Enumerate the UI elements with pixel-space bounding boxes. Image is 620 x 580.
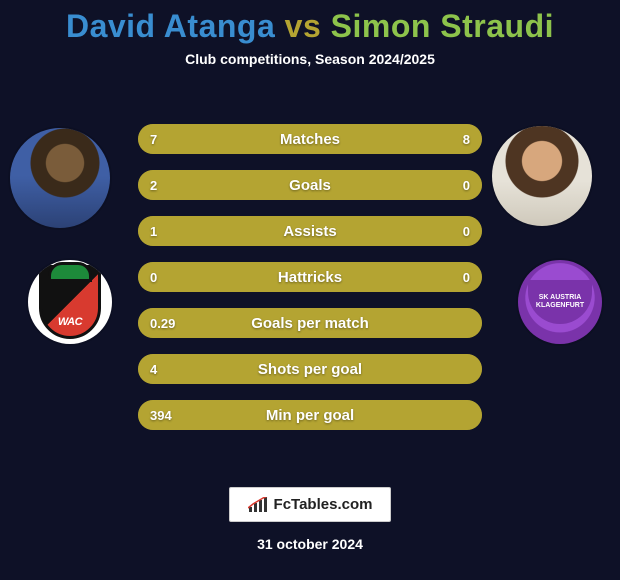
player1-avatar [10, 128, 110, 228]
stat-value-left: 0 [150, 262, 157, 292]
stat-value-left: 394 [150, 400, 172, 430]
stat-value-left: 1 [150, 216, 157, 246]
stat-row: Assists1 0 [138, 216, 482, 246]
stat-row: Goals2 0 [138, 170, 482, 200]
player2-avatar [492, 126, 592, 226]
stat-value-right: 0 [463, 216, 470, 246]
player1-name: David Atanga [66, 8, 275, 44]
club1-abbr: WAC [58, 316, 82, 328]
player2-name: Simon Straudi [331, 8, 554, 44]
subtitle: Club competitions, Season 2024/2025 [0, 51, 620, 67]
club1-badge-image: WAC [28, 260, 112, 344]
stat-row: Goals per match0.29 [138, 308, 482, 338]
stat-row: Matches7 8 [138, 124, 482, 154]
stat-row: Shots per goal4 [138, 354, 482, 384]
stat-value-right: 0 [463, 170, 470, 200]
brand-chart-icon [248, 497, 268, 513]
stat-row: Hattricks0 0 [138, 262, 482, 292]
stat-row: Min per goal394 [138, 400, 482, 430]
stat-label: Hattricks [138, 262, 482, 292]
stat-value-right: 0 [463, 262, 470, 292]
player2-avatar-image [492, 126, 592, 226]
stat-value-left: 4 [150, 354, 157, 384]
stat-label: Shots per goal [138, 354, 482, 384]
player1-avatar-image [10, 128, 110, 228]
club2-shield-icon: SK AUSTRIA KLAGENFURT [528, 280, 592, 324]
club1-badge: WAC [28, 260, 112, 344]
brand-badge[interactable]: FcTables.com [229, 487, 392, 522]
vs-text: vs [285, 8, 322, 44]
stat-label: Goals per match [138, 308, 482, 338]
club2-badge-image: SK AUSTRIA KLAGENFURT [518, 260, 602, 344]
stat-label: Matches [138, 124, 482, 154]
stat-value-left: 7 [150, 124, 157, 154]
brand-text: FcTables.com [274, 496, 373, 513]
stat-label: Min per goal [138, 400, 482, 430]
club2-badge: SK AUSTRIA KLAGENFURT [518, 260, 602, 344]
stat-label: Assists [138, 216, 482, 246]
stat-value-left: 2 [150, 170, 157, 200]
club2-text: SK AUSTRIA KLAGENFURT [532, 294, 588, 309]
stat-label: Goals [138, 170, 482, 200]
club1-shield-icon: WAC [39, 265, 101, 339]
comparison-card: David Atanga vs Simon Straudi Club compe… [0, 0, 620, 580]
stat-value-right: 8 [463, 124, 470, 154]
footer: FcTables.com 31 october 2024 [0, 487, 620, 552]
page-title: David Atanga vs Simon Straudi [0, 8, 620, 45]
date: 31 october 2024 [0, 536, 620, 552]
header: David Atanga vs Simon Straudi Club compe… [0, 0, 620, 67]
stats-bars: Matches78Goals20Assists10Hattricks00Goal… [138, 124, 482, 446]
stat-value-left: 0.29 [150, 308, 175, 338]
